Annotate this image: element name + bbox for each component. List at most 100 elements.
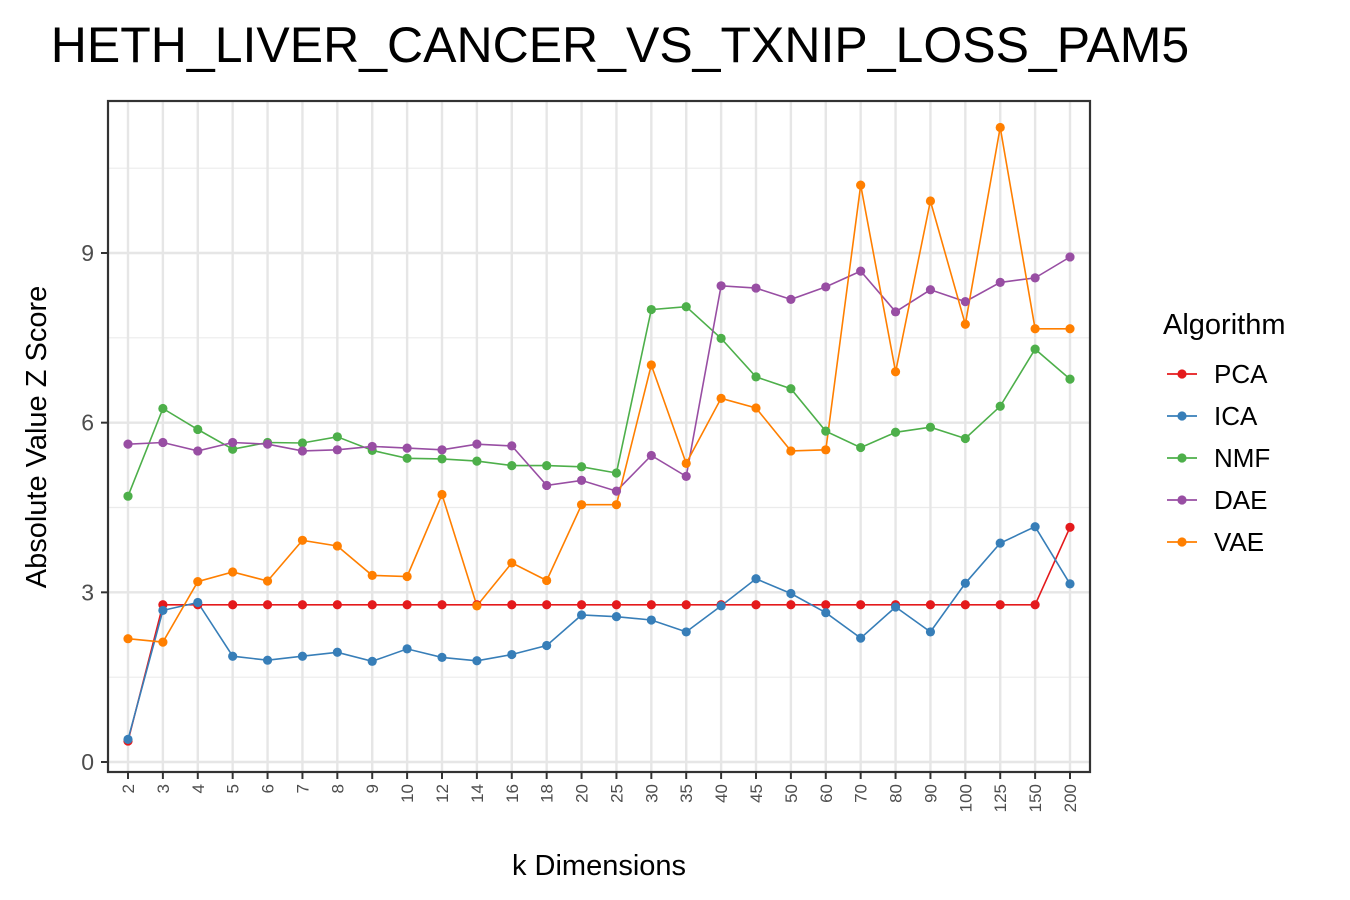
legend: Algorithm PCA ICA NMF DAE VAE (1163, 309, 1286, 557)
data-point-ica (193, 597, 203, 608)
legend-label-pca: PCA (1214, 359, 1268, 389)
data-point-vae (472, 601, 482, 611)
data-point-vae (821, 445, 831, 455)
data-point-nmf (402, 453, 412, 463)
data-point-ica (542, 640, 552, 651)
legend-key-point (1177, 411, 1187, 421)
data-point-nmf (576, 462, 587, 472)
data-point-pca (611, 600, 622, 610)
data-point-vae (542, 575, 552, 586)
data-point-pca (960, 600, 970, 610)
data-point-vae (751, 403, 761, 413)
data-point-pca (1030, 600, 1040, 610)
data-point-ica (262, 655, 273, 665)
data-point-vae (402, 571, 412, 582)
data-point-nmf (158, 403, 168, 414)
x-axis-title: k Dimensions (512, 850, 686, 882)
y-tick-label: 0 (81, 749, 94, 775)
x-tick-label: 70 (852, 784, 871, 803)
data-point-pca (262, 600, 273, 610)
data-point-pca (786, 600, 796, 610)
data-point-pca (437, 600, 447, 610)
data-point-dae (925, 285, 936, 295)
data-point-pca (228, 600, 238, 610)
data-point-vae (332, 541, 342, 551)
data-point-dae (786, 294, 796, 304)
data-point-vae (890, 367, 901, 377)
data-point-dae (1065, 252, 1075, 262)
data-point-ica (158, 605, 168, 616)
x-tick-label: 45 (747, 784, 766, 803)
legend-key-point (1177, 495, 1187, 505)
x-tick-label: 150 (1026, 784, 1045, 812)
data-point-dae (367, 441, 377, 452)
data-point-nmf (646, 304, 656, 315)
series-line-pca (127, 526, 1071, 742)
data-point-nmf (437, 454, 447, 464)
data-point-ica (716, 601, 726, 611)
data-point-dae (960, 297, 970, 307)
data-point-nmf (472, 456, 482, 466)
data-point-pca (681, 600, 691, 610)
x-tick-label: 25 (607, 784, 626, 803)
x-tick-label: 200 (1061, 784, 1080, 812)
x-tick-label: 35 (677, 784, 696, 803)
data-point-ica (123, 734, 133, 744)
x-tick-label: 7 (293, 784, 312, 793)
x-tick-label: 9 (363, 784, 382, 793)
x-tick-label: 90 (921, 784, 940, 803)
data-point-vae (646, 360, 656, 370)
data-point-nmf (1030, 344, 1040, 354)
data-point-nmf (821, 426, 831, 436)
data-point-nmf (890, 427, 901, 437)
data-point-nmf (960, 433, 970, 444)
data-point-vae (681, 458, 691, 468)
data-point-nmf (611, 468, 622, 478)
x-tick-label: 125 (991, 784, 1010, 812)
data-point-dae (472, 439, 482, 449)
data-point-vae (925, 196, 936, 206)
chart-title: HETH_LIVER_CANCER_VS_TXNIP_LOSS_PAM5 (51, 17, 1189, 73)
data-point-nmf (123, 491, 133, 501)
series-line-vae (127, 127, 1070, 643)
x-tick-label: 100 (956, 784, 975, 812)
data-point-dae (646, 450, 656, 461)
y-tick-label: 6 (81, 410, 94, 436)
data-point-vae (158, 637, 168, 647)
data-point-nmf (193, 424, 203, 435)
x-tick-label: 18 (538, 784, 557, 803)
data-point-nmf (751, 372, 761, 382)
data-point-nmf (332, 432, 342, 442)
data-point-vae (437, 489, 447, 500)
x-tick-label: 12 (433, 784, 452, 803)
x-tick-label: 60 (817, 784, 836, 803)
x-tick-label: 5 (224, 784, 243, 793)
data-point-ica (472, 656, 482, 666)
data-point-dae (228, 437, 238, 448)
data-point-ica (995, 538, 1005, 548)
data-point-dae (995, 277, 1005, 288)
data-point-dae (1030, 273, 1040, 283)
data-point-dae (507, 441, 517, 451)
data-point-pca (507, 600, 517, 610)
data-point-pca (751, 600, 761, 610)
x-tick-label: 2 (119, 784, 138, 793)
data-point-vae (611, 500, 622, 510)
data-point-ica (856, 633, 866, 643)
y-tick-label: 3 (81, 579, 94, 605)
data-point-dae (716, 281, 726, 291)
data-point-ica (228, 651, 238, 661)
data-point-ica (786, 588, 796, 599)
data-point-pca (297, 600, 308, 610)
data-point-pca (576, 600, 587, 610)
legend-key-point (1177, 453, 1187, 463)
data-point-pca (1065, 522, 1075, 532)
data-point-vae (193, 576, 203, 587)
data-point-ica (367, 656, 377, 666)
data-point-pca (995, 600, 1005, 610)
legend-label-ica: ICA (1214, 401, 1258, 431)
data-point-dae (821, 282, 831, 292)
data-point-ica (297, 651, 308, 661)
data-point-vae (1065, 324, 1075, 334)
data-point-dae (542, 480, 552, 491)
